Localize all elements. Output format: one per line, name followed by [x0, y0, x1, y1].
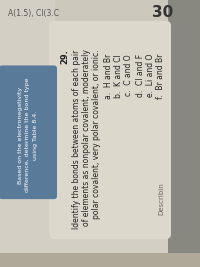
Text: c.  C and O: c. C and O — [124, 54, 133, 96]
Text: 29.: 29. — [60, 49, 69, 64]
Text: of elements as nonpolar covalent, moderately: of elements as nonpolar covalent, modera… — [82, 49, 91, 226]
Text: a.  H and Br: a. H and Br — [104, 54, 113, 99]
Text: Describin: Describin — [158, 182, 164, 215]
Text: Based on the electronegativity
difference, determine the bond type
using Table 8: Based on the electronegativity differenc… — [18, 78, 38, 192]
FancyBboxPatch shape — [0, 0, 168, 253]
Text: polar covalent, very polar covalent, or ionic.: polar covalent, very polar covalent, or … — [92, 49, 101, 219]
FancyBboxPatch shape — [49, 21, 171, 239]
Bar — [55, 0, 168, 64]
Text: f.  Br and Br: f. Br and Br — [156, 54, 165, 99]
Text: d.  Cl and F: d. Cl and F — [136, 54, 145, 97]
Text: e.  Li and O: e. Li and O — [146, 54, 155, 97]
Text: 30: 30 — [152, 5, 173, 20]
Text: b.  K and Cl: b. K and Cl — [114, 54, 123, 98]
Text: Identify the bonds between atoms of each pair: Identify the bonds between atoms of each… — [72, 49, 81, 229]
Text: A(1.5), CI(3.C: A(1.5), CI(3.C — [8, 9, 59, 18]
FancyBboxPatch shape — [0, 65, 57, 199]
Bar — [168, 0, 200, 253]
